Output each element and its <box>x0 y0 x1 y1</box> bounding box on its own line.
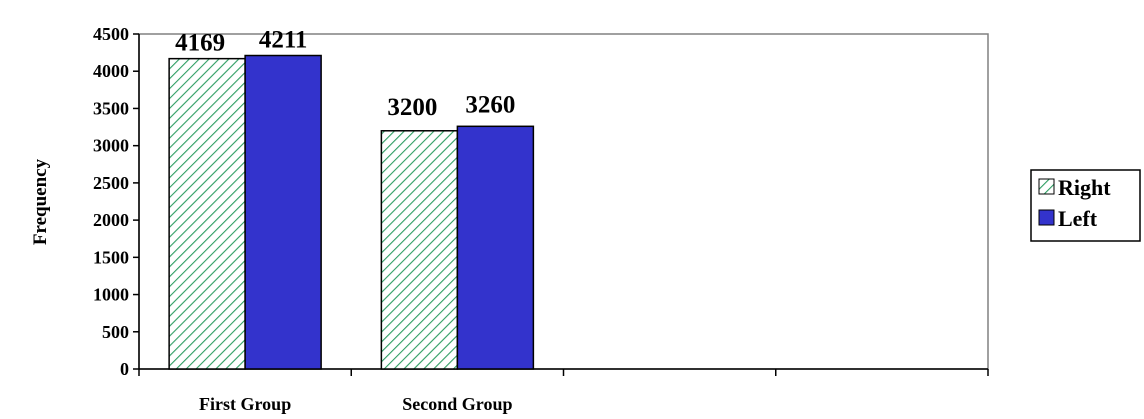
y-tick-label: 3000 <box>93 136 129 156</box>
y-tick-label: 1500 <box>93 247 129 267</box>
y-tick-label: 2000 <box>93 210 129 230</box>
data-label-right-2: 3200 <box>387 94 437 121</box>
x-axis: First Group Second Group <box>138 368 989 414</box>
bars <box>168 54 535 370</box>
x-category-label: Second Group <box>402 394 512 414</box>
bar-left-2 <box>456 125 535 370</box>
legend-label-left: Left <box>1058 206 1098 231</box>
y-tick-label: 500 <box>102 322 129 342</box>
legend-label-right: Right <box>1058 175 1111 200</box>
bar-left-1 <box>244 54 322 370</box>
y-tick-label: 0 <box>120 359 129 379</box>
data-labels: 4169 3200 4211 3260 <box>175 27 515 121</box>
bar-right-2 <box>380 130 459 370</box>
legend-swatch-left <box>1038 209 1055 226</box>
bar-right-1 <box>168 57 246 370</box>
data-label-left-2: 3260 <box>465 91 515 118</box>
y-tick-label: 1000 <box>93 285 129 305</box>
legend-swatch-right <box>1038 178 1055 195</box>
y-axis-label: Frequency <box>30 158 51 245</box>
x-category-label: First Group <box>199 394 291 414</box>
y-tick-label: 2500 <box>93 173 129 193</box>
y-axis: 0 500 1000 1500 2000 2500 3000 3500 4000 4500 <box>93 24 140 379</box>
y-tick-label: 3500 <box>93 98 129 118</box>
y-tick-label: 4000 <box>93 61 129 81</box>
legend: Right Left <box>1030 169 1141 242</box>
y-tick-label: 4500 <box>93 24 129 44</box>
data-label-left-1: 4211 <box>259 27 308 54</box>
data-label-right-1: 4169 <box>175 30 225 57</box>
